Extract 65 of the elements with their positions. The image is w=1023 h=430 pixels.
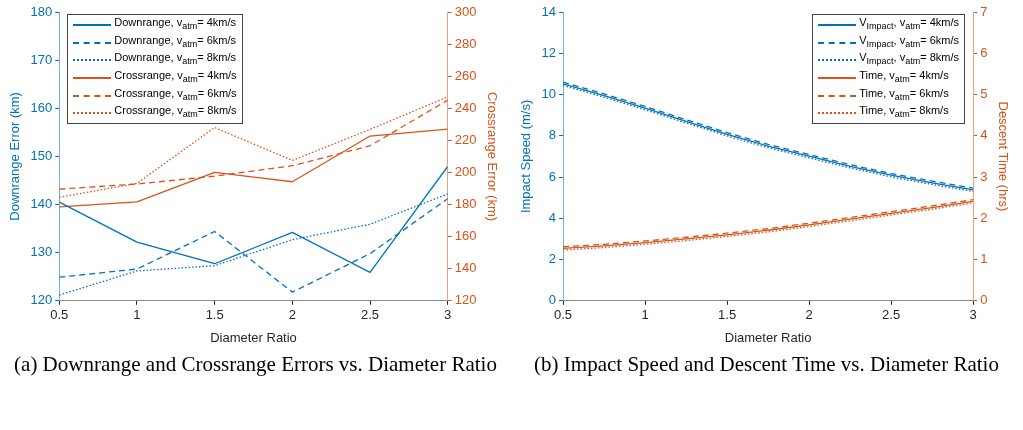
x-tick-label: 1 <box>133 307 141 323</box>
legend-label: V$_{Impact}$, v$_{atm}$= 4km/s <box>859 16 959 34</box>
y2-tick-label: 0 <box>980 292 988 308</box>
y-tick-label: 14 <box>541 3 557 19</box>
y-tick-label: 10 <box>541 86 557 102</box>
x-tick-label: 2.5 <box>360 307 380 323</box>
text: (a) Downrange and Crossrange Errors vs. Diameter Ratio <box>13 352 498 377</box>
y-tick-label: 160 <box>30 99 53 115</box>
legend-label: Downrange, v$_{atm}$= 6km/s <box>114 33 236 51</box>
y-tick-label: 8 <box>548 127 557 143</box>
y2-tick-label: 2 <box>980 209 988 225</box>
y2-tick-label: 7 <box>980 3 988 19</box>
y2-tick-label: 300 <box>454 3 477 19</box>
legend-label: Crossrange, v$_{atm}$= 4km/s <box>114 69 237 87</box>
legend-label: V$_{Impact}$, v$_{atm}$= 6km/s <box>859 33 959 51</box>
x-tick-label: 3 <box>444 307 452 323</box>
y2-tick-label: 260 <box>454 67 477 83</box>
legend-label: Time, v$_{atm}$= 6km/s <box>859 86 949 104</box>
legend-label: Crossrange, v$_{atm}$= 6km/s <box>114 86 237 104</box>
legend-label: Downrange, v$_{atm}$= 8km/s <box>114 51 236 69</box>
x-tick-label: 1.5 <box>205 307 224 323</box>
y-tick-label: 170 <box>30 51 53 67</box>
y-tick-label: 4 <box>548 209 557 225</box>
legend-label: Crossrange, v$_{atm}$= 8km/s <box>114 104 237 122</box>
y2-tick-label: 220 <box>454 131 477 147</box>
x-tick-label: 2 <box>288 307 296 323</box>
x-tick-label: 0.5 <box>554 307 573 323</box>
x-axis-title: Diameter Ratio <box>724 329 812 345</box>
y-tick-label: 6 <box>548 168 557 184</box>
y-tick-label: 180 <box>30 3 53 19</box>
legend-label: Time, v$_{atm}$= 8km/s <box>859 104 949 122</box>
x-tick-label: 1 <box>641 307 649 323</box>
x-tick-label: 3 <box>969 307 977 323</box>
y2-tick-label: 4 <box>980 127 988 143</box>
y2-tick-label: 240 <box>454 99 477 115</box>
y-tick-label: 120 <box>30 292 53 308</box>
y-tick-label: 150 <box>30 147 53 163</box>
legend-label: Downrange, v$_{atm}$= 4km/s <box>114 16 236 34</box>
x-tick-label: 2 <box>805 307 813 323</box>
y2-tick-label: 1 <box>980 251 988 267</box>
legend-label: V$_{Impact}$, v$_{atm}$= 8km/s <box>859 51 959 69</box>
y2-tick-label: 6 <box>980 44 988 60</box>
y-tick-label: 0 <box>548 292 557 308</box>
y2-axis-title: Descent Time (hrs) <box>995 101 1011 212</box>
y-tick-label: 140 <box>30 196 53 212</box>
x-tick-label: 1.5 <box>718 307 737 323</box>
y-tick-label: 130 <box>30 244 53 260</box>
y2-tick-label: 280 <box>454 35 477 51</box>
y2-axis-title: Crossrange Error (km) <box>484 91 500 222</box>
y2-tick-label: 3 <box>980 168 988 184</box>
text: (b) Impact Speed and Descent Time vs. Diameter Ratio <box>533 352 1000 377</box>
y-axis-title: Impact Speed (m/s) <box>518 99 534 214</box>
y2-tick-label: 180 <box>454 196 477 212</box>
y2-tick-label: 160 <box>454 228 477 244</box>
x-tick-label: 0.5 <box>50 307 69 323</box>
y-tick-label: 12 <box>541 44 557 60</box>
y2-tick-label: 5 <box>980 86 988 102</box>
y2-tick-label: 200 <box>454 164 477 180</box>
x-axis-title: Diameter Ratio <box>210 329 297 345</box>
y2-tick-label: 140 <box>454 260 477 276</box>
y2-tick-label: 120 <box>454 292 477 308</box>
y-tick-label: 2 <box>548 251 557 267</box>
legend-label: Time, v$_{atm}$= 4km/s <box>859 69 949 87</box>
y-axis-title: Downrange Error (km) <box>7 92 23 221</box>
x-tick-label: 2.5 <box>882 307 901 323</box>
